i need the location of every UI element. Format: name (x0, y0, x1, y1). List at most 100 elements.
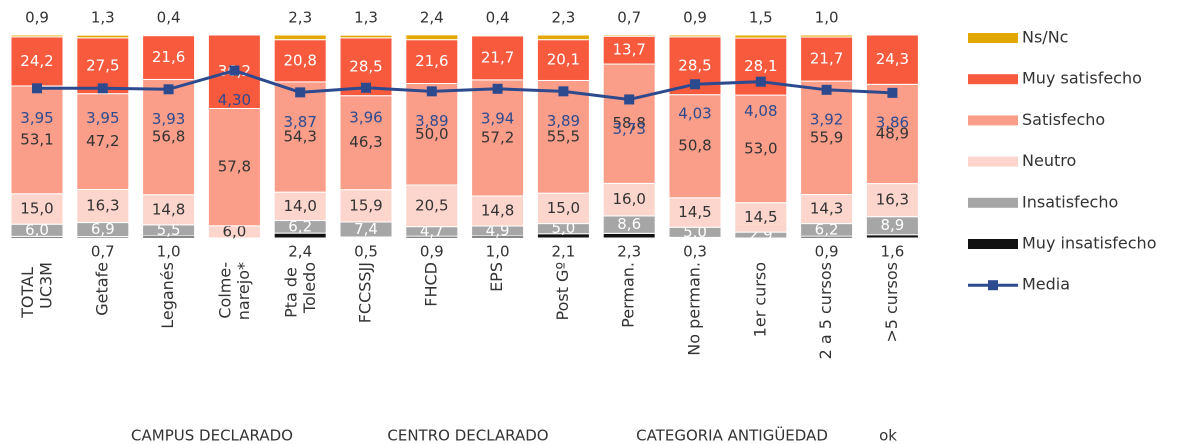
value-label: 58,8 (612, 114, 645, 132)
value-label: 20,8 (283, 51, 316, 69)
value-label: 24,2 (20, 52, 53, 70)
value-label: 15,9 (349, 196, 382, 214)
value-label: 7,4 (354, 220, 378, 238)
value-label: 0,7 (91, 243, 115, 261)
x-tick-label-line: Toledo (299, 262, 318, 314)
value-label: 3,89 (415, 112, 448, 130)
value-label: 2,3 (551, 9, 575, 27)
bar-segment (865, 34, 919, 85)
value-label: 54,3 (283, 128, 316, 146)
value-label: 47,2 (86, 132, 119, 150)
line-marker (755, 76, 766, 87)
value-label: 6,0 (222, 222, 246, 240)
bar-segment (339, 189, 393, 223)
bar-segment (207, 107, 261, 227)
value-label: 3,93 (152, 110, 185, 128)
value-label: 0,9 (25, 9, 49, 27)
line-marker (887, 87, 898, 98)
x-tick-label-line: narejo* (234, 262, 253, 320)
x-tick-label-line: Colme- (215, 262, 234, 319)
bar-segment (471, 34, 525, 37)
legend-swatch (968, 197, 1018, 208)
bar-segment (405, 34, 459, 41)
value-label: 3,73 (612, 120, 645, 138)
value-label: 0,9 (420, 243, 444, 261)
x-tick-label: Colme-narejo* (215, 262, 252, 320)
bar-segment (76, 188, 130, 224)
legend-label: Ns/Nc (1022, 28, 1068, 47)
legend-swatch (968, 239, 1018, 249)
x-tick-label: Perman. (619, 262, 638, 328)
bar-segment (536, 39, 590, 81)
legend-swatch (968, 156, 1018, 167)
bar-segment (734, 34, 788, 39)
value-label: 4,30 (218, 91, 251, 109)
line-marker (295, 87, 306, 98)
bar-segment (10, 34, 64, 38)
value-label: 57,2 (481, 128, 514, 146)
line-marker (32, 83, 42, 94)
value-label: 28,1 (744, 57, 777, 75)
x-tick-label: Getafe (92, 262, 111, 316)
value-label: 3,94 (481, 109, 514, 127)
value-label: 48,9 (876, 124, 909, 142)
value-label: 15,0 (20, 199, 53, 217)
value-label: 15,0 (547, 199, 580, 217)
line-marker (690, 79, 700, 90)
value-label: 1,6 (880, 243, 904, 261)
value-label: 46,3 (349, 133, 382, 151)
bar-segment (734, 202, 788, 233)
x-tick-label: No perman. (685, 262, 704, 356)
line (37, 68, 893, 101)
x-tick-label: Post Gº (553, 262, 572, 321)
value-label: 28,5 (678, 56, 711, 74)
x-tick-label: Leganés (158, 262, 177, 329)
bar-segment (273, 39, 327, 83)
bar-segment (339, 37, 393, 97)
x-tick-label: TOTAL UC3M (18, 262, 55, 319)
value-label: 14,8 (481, 202, 514, 220)
value-label: 57,8 (218, 158, 251, 176)
value-label: 20,5 (415, 196, 448, 214)
bar-segment (471, 35, 525, 81)
x-tick-label: 2 a 5 cursos (816, 262, 835, 359)
bar-segment (800, 34, 854, 38)
value-label: 6,9 (91, 220, 115, 238)
value-label: 21,7 (481, 48, 514, 66)
legend-swatch (968, 115, 1018, 126)
bar-segment (668, 197, 722, 228)
value-label: 28,5 (349, 57, 382, 75)
value-label: 3,89 (547, 112, 580, 130)
value-label: 20,1 (547, 51, 580, 69)
group-label: CENTRO DECLARADO (387, 427, 548, 444)
legend-label: Satisfecho (1022, 110, 1105, 129)
value-label: 3,96 (349, 108, 382, 126)
value-label: 1,5 (749, 9, 773, 27)
bar-segment (865, 83, 919, 185)
bar-segment (471, 195, 525, 227)
value-label: 16,3 (876, 191, 909, 209)
value-label: 21,6 (415, 52, 448, 70)
value-label: 3,87 (283, 113, 316, 131)
value-label: 55,5 (547, 127, 580, 145)
group-label: CAMPUS DECLARADO (131, 427, 293, 444)
value-label: 0,5 (354, 243, 378, 261)
legend-label: Insatisfecho (1022, 192, 1118, 211)
legend-swatch (968, 74, 1018, 85)
x-tick-label: Pta de Toledo (281, 262, 318, 318)
line-marker (361, 82, 371, 93)
line-marker (163, 84, 174, 95)
x-tick-label: FHCD (421, 262, 440, 307)
legend-label: Media (1022, 275, 1070, 294)
value-label: 4,03 (678, 105, 711, 123)
bar-segment (536, 34, 590, 41)
value-label: 3,92 (810, 110, 843, 128)
line-marker (821, 84, 832, 95)
value-label: 50,8 (678, 137, 711, 155)
line-marker (229, 65, 240, 76)
value-label: 14,5 (678, 203, 711, 221)
value-label: 0,4 (157, 9, 181, 27)
value-label: 1,0 (815, 9, 839, 27)
bar-segment (602, 34, 656, 37)
value-label: 2,3 (288, 9, 312, 27)
